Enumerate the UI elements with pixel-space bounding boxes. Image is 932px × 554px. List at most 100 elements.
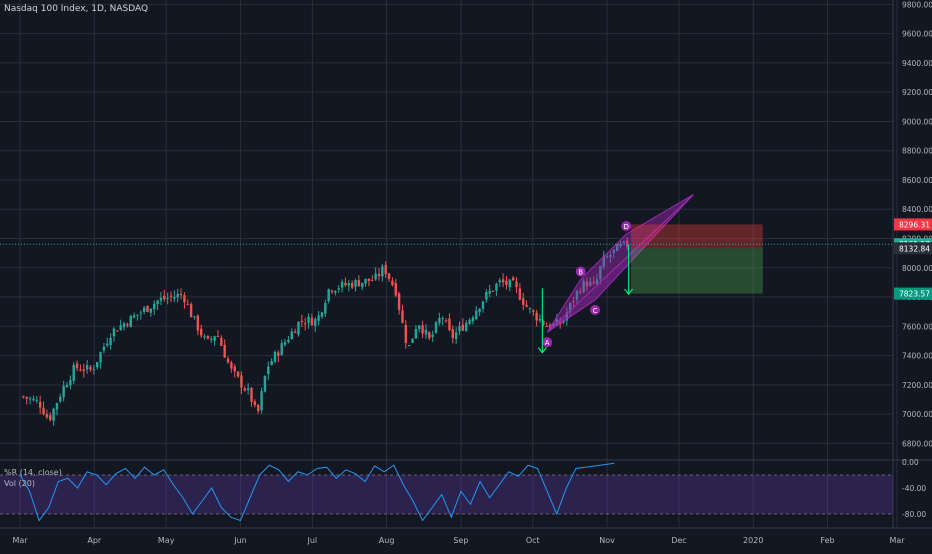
candle-body — [555, 319, 558, 326]
date-tick-label: Sep — [453, 536, 468, 545]
candle-body — [522, 298, 525, 305]
candle-body — [371, 280, 374, 282]
candle-body — [475, 310, 478, 320]
candle-body — [287, 339, 290, 343]
candle-body — [166, 297, 169, 299]
candle-body — [589, 281, 592, 286]
date-tick-label: Jul — [307, 536, 318, 545]
candle-body — [122, 323, 126, 328]
candle-body — [243, 388, 247, 391]
candle-body — [404, 324, 408, 343]
candle-body — [216, 335, 220, 337]
candle-body — [340, 281, 344, 288]
candle-body — [397, 293, 401, 310]
pattern-point-label: B — [578, 268, 583, 276]
candle-body — [434, 322, 438, 333]
price-label-text-stop: 8296.31 — [899, 220, 930, 229]
candle-body — [310, 317, 314, 326]
price-label-target — [894, 287, 932, 300]
candle-body — [35, 399, 39, 401]
candle-body — [146, 305, 149, 312]
pattern-point-d — [621, 221, 632, 232]
candle-body — [277, 352, 280, 356]
candle-body — [622, 241, 626, 243]
candle-body — [136, 314, 139, 316]
wr-line — [19, 462, 615, 522]
candle-body — [226, 358, 230, 363]
candle-body — [488, 290, 491, 294]
wr-tick-label: -40.00 — [902, 484, 926, 493]
candle-body — [153, 303, 156, 310]
candle-body — [273, 351, 277, 362]
candle-body — [615, 244, 619, 251]
candle-body — [407, 345, 411, 347]
candle-body — [478, 308, 481, 313]
date-tick-label: Feb — [820, 536, 834, 545]
candle-body — [451, 329, 454, 339]
candle-body — [95, 362, 99, 368]
candle-body — [260, 391, 263, 411]
candle-body — [109, 337, 112, 346]
candle-body — [374, 273, 377, 280]
candle-body — [176, 293, 179, 298]
stop-zone — [631, 224, 763, 249]
candle-body — [361, 282, 364, 288]
candle-body — [72, 365, 75, 381]
candle-body — [454, 332, 458, 339]
price-tick-label: 7400.00 — [902, 352, 932, 361]
candle-body — [126, 324, 129, 326]
candle-body — [307, 316, 310, 323]
candle-body — [290, 331, 293, 340]
candle-body — [112, 328, 116, 337]
candle-body — [444, 320, 448, 322]
candle-body — [213, 336, 216, 341]
candle-body — [129, 315, 132, 328]
candle-body — [619, 243, 622, 247]
candle-body — [263, 375, 267, 392]
candle-body — [612, 249, 616, 253]
candle-body — [401, 310, 404, 323]
candle-body — [515, 281, 518, 288]
pattern-point-c — [590, 304, 601, 315]
candle-body — [52, 408, 55, 421]
candle-body — [139, 312, 143, 314]
pattern-point-label: A — [545, 339, 550, 347]
date-tick-label: Mar — [889, 536, 905, 545]
candle-body — [485, 292, 488, 300]
candle-body — [28, 398, 32, 400]
wr-tick-label: -80.00 — [902, 510, 926, 519]
candle-body — [518, 288, 522, 300]
candle-body — [605, 256, 609, 258]
price-tick-label: 8600.00 — [902, 176, 932, 185]
candle-body — [220, 337, 223, 346]
pattern-point-label: D — [624, 223, 629, 231]
target-zone — [631, 248, 763, 294]
candle-body — [391, 280, 394, 286]
candle-body — [169, 295, 173, 297]
candle-body — [69, 380, 72, 386]
candle-body — [384, 265, 387, 275]
price-tick-label: 9000.00 — [902, 117, 932, 126]
candle-body — [99, 352, 102, 363]
candle-body — [270, 361, 273, 365]
candle-body — [461, 324, 465, 331]
candle-body — [448, 318, 451, 331]
candle-body — [116, 330, 119, 332]
candle-body — [92, 369, 96, 371]
candle-body — [528, 308, 532, 310]
candle-body — [411, 338, 414, 343]
candle-body — [223, 344, 226, 358]
candle-body — [394, 282, 397, 296]
candle-body — [599, 266, 602, 280]
candle-body — [525, 304, 528, 307]
date-tick-label: 2020 — [743, 536, 763, 545]
candle-body — [45, 414, 49, 418]
price-tick-label: 9800.00 — [902, 0, 932, 9]
candle-body — [320, 312, 324, 317]
candle-body — [317, 315, 320, 321]
candle-body — [424, 329, 428, 335]
candle-body — [149, 308, 153, 313]
